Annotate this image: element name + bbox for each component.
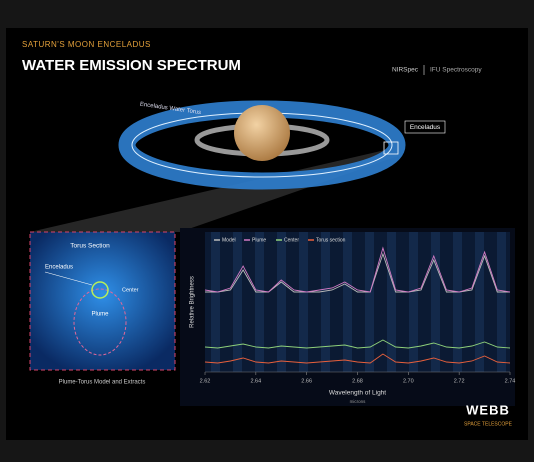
- x-label: Wavelength of Light: [329, 390, 386, 397]
- band-stripe: [211, 232, 220, 372]
- x-tick-label: 2.68: [352, 378, 363, 384]
- inset-plume: Plume: [91, 312, 109, 318]
- plot-area: [205, 232, 510, 372]
- band-stripe: [475, 232, 484, 372]
- inset-title: Torus Section: [70, 243, 110, 250]
- band-stripe: [321, 232, 330, 372]
- pointer: [44, 271, 93, 286]
- inset-enceladus: Enceladus: [45, 265, 73, 271]
- logo-name: WEBB: [466, 402, 510, 417]
- inset-caption: Plume-Torus Model and Extracts: [59, 380, 146, 386]
- inset: [29, 231, 176, 371]
- band-stripe: [497, 232, 506, 372]
- legend-label: Center: [284, 237, 299, 243]
- band-stripe: [343, 232, 352, 372]
- enceladus-box: [383, 141, 399, 155]
- logo-sub: SPACE TELESCOPE: [464, 421, 513, 427]
- y-label: Relative Brightness: [190, 276, 196, 328]
- band-stripe: [453, 232, 462, 372]
- spectrum-line: [204, 246, 511, 293]
- enceladus-tag: [404, 120, 446, 134]
- x-tick-label: 2.72: [454, 378, 465, 384]
- enceladus-marker: [91, 281, 109, 299]
- x-tick-label: 2.66: [301, 378, 312, 384]
- x-tick-label: 2.70: [403, 378, 414, 384]
- x-unit: microns: [350, 399, 367, 404]
- title: WATER EMISSION SPECTRUM: [22, 57, 241, 74]
- legend-label: Torus section: [316, 237, 346, 243]
- legend-label: Plume: [252, 237, 266, 243]
- instrument: NIRSpec: [392, 67, 419, 74]
- band-stripe: [431, 232, 440, 372]
- band-stripe: [233, 232, 242, 372]
- band-stripe: [387, 232, 396, 372]
- x-tick-label: 2.62: [200, 378, 211, 384]
- mode: IFU Spectroscopy: [430, 67, 482, 74]
- band-stripe: [255, 232, 264, 372]
- band-stripe: [409, 232, 418, 372]
- inset-center: Center: [122, 287, 139, 293]
- spectrum-line: [204, 339, 511, 349]
- enceladus-label: Enceladus: [410, 124, 441, 131]
- projection: [30, 150, 398, 232]
- legend-label: Model: [222, 237, 236, 243]
- plume-outline: [73, 288, 127, 356]
- kicker: SATURN'S MOON ENCELADUS: [22, 40, 151, 49]
- band-stripe: [365, 232, 374, 372]
- saturn: [234, 105, 290, 161]
- spectrum-line: [204, 353, 511, 364]
- band-stripe: [277, 232, 286, 372]
- x-tick-label: 2.74: [505, 378, 516, 384]
- x-tick-label: 2.64: [250, 378, 261, 384]
- band-stripe: [299, 232, 308, 372]
